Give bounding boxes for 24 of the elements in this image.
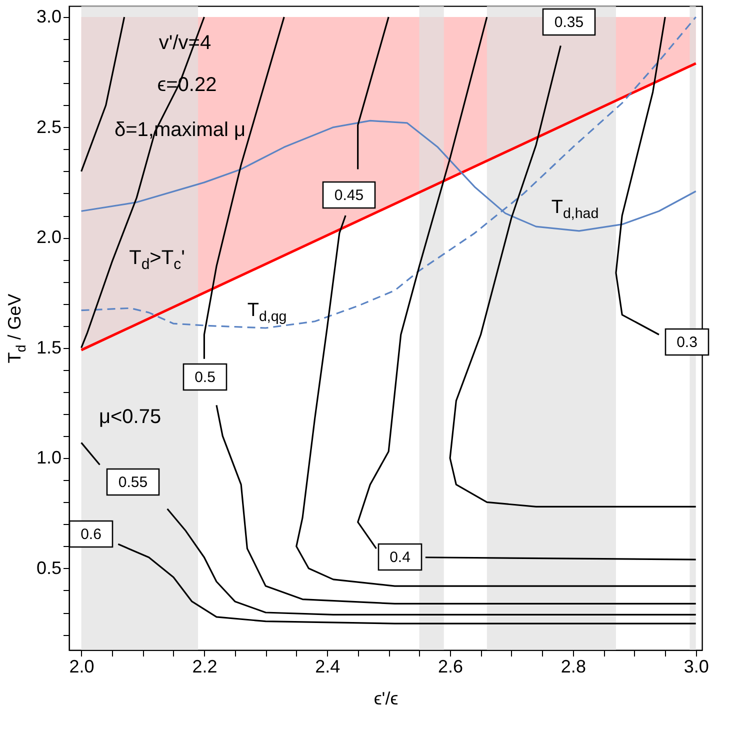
annotation: T$_{d,had}$: [551, 197, 599, 222]
annotation: T$_{d,qg}$: [247, 300, 287, 325]
y-tick-label: 1.0: [36, 448, 62, 468]
annotation: 0.6: [80, 526, 102, 543]
x-tick-label: 2.2: [192, 656, 218, 676]
annotation: 0.4: [390, 549, 410, 566]
annotation: 0.45: [334, 187, 364, 204]
x-tick-label: 2.8: [560, 656, 586, 676]
y-tick-label: 0.5: [36, 558, 62, 578]
x-tick-label: 2.0: [69, 656, 94, 676]
y-tick-label: 2.5: [36, 116, 62, 137]
x-tick-label: 3.0: [684, 656, 709, 676]
annotation: 0.35: [554, 14, 584, 31]
y-tick-label: 2.0: [36, 227, 62, 248]
annotation: 0.55: [118, 474, 148, 491]
annotation: 0.3: [676, 334, 698, 351]
y-tick-label: 3.0: [36, 6, 62, 27]
x-axis-title: ϵ'/ϵ: [374, 688, 398, 708]
annotation: 0.5: [194, 369, 216, 386]
x-tick-label: 2.4: [315, 656, 340, 676]
annotation: T$_{d}$>T$_{c}$': [129, 247, 185, 273]
x-tick-label: 2.6: [438, 656, 464, 676]
y-tick-label: 1.5: [36, 337, 62, 358]
annotation: μ<0.75: [98, 406, 162, 428]
